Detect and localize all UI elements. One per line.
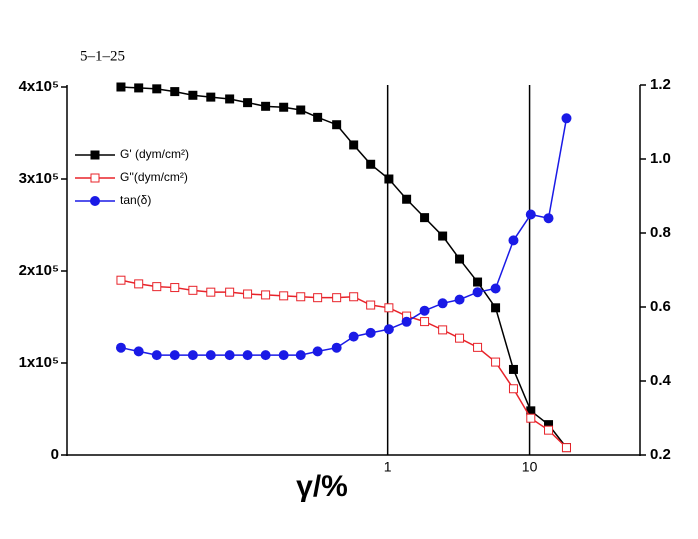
- y2-tick-label: 0.8: [650, 224, 671, 241]
- chart-title: 5–1–25: [80, 48, 125, 64]
- marker: [472, 287, 483, 298]
- marker: [526, 413, 536, 423]
- marker: [384, 174, 394, 184]
- legend-marker: [90, 150, 100, 160]
- marker: [261, 101, 271, 111]
- marker: [332, 120, 342, 130]
- legend-label: tan(δ): [120, 193, 151, 207]
- y2-tick-label: 0.6: [650, 298, 671, 315]
- y-tick-label: 2x10⁵: [19, 262, 59, 279]
- marker: [561, 113, 572, 124]
- marker: [225, 287, 235, 297]
- marker: [473, 342, 483, 352]
- marker: [491, 357, 501, 367]
- marker: [279, 291, 289, 301]
- marker: [312, 346, 323, 357]
- marker: [296, 292, 306, 302]
- marker: [225, 94, 235, 104]
- marker: [115, 342, 126, 353]
- marker: [544, 425, 554, 435]
- y2-tick-label: 0.2: [650, 446, 671, 463]
- series-line: [120, 86, 568, 449]
- marker: [384, 303, 394, 313]
- marker: [313, 112, 323, 122]
- marker: [455, 254, 465, 264]
- x-tick-label: 1: [384, 459, 392, 475]
- marker: [134, 83, 144, 93]
- marker: [261, 290, 271, 300]
- marker: [170, 87, 180, 97]
- legend-marker: [90, 196, 100, 206]
- marker: [454, 294, 465, 305]
- marker: [348, 331, 359, 342]
- marker: [438, 231, 448, 241]
- marker: [278, 350, 289, 361]
- marker: [313, 293, 323, 303]
- y-tick-label: 0: [51, 446, 59, 463]
- marker: [260, 350, 271, 361]
- marker: [508, 235, 519, 246]
- legend-marker: [90, 173, 100, 183]
- legend-label: G' (dym/cm²): [120, 147, 189, 161]
- marker: [420, 317, 430, 327]
- marker: [243, 289, 253, 299]
- marker: [116, 275, 126, 285]
- marker: [224, 350, 235, 361]
- marker: [561, 443, 571, 453]
- marker: [508, 364, 518, 374]
- marker: [401, 316, 412, 327]
- marker: [188, 90, 198, 100]
- marker: [491, 303, 501, 313]
- marker: [437, 298, 448, 309]
- marker: [151, 350, 162, 361]
- marker: [331, 342, 342, 353]
- marker: [152, 84, 162, 94]
- marker: [295, 350, 306, 361]
- marker: [134, 279, 144, 289]
- x-tick-label: 10: [522, 459, 538, 475]
- marker: [490, 283, 501, 294]
- marker: [366, 300, 376, 310]
- x-axis-label: γ/%: [296, 470, 348, 503]
- marker: [455, 333, 465, 343]
- marker: [205, 350, 216, 361]
- y2-tick-label: 1.2: [650, 76, 671, 93]
- marker: [187, 350, 198, 361]
- marker: [152, 282, 162, 292]
- marker: [366, 159, 376, 169]
- marker: [438, 325, 448, 335]
- marker: [133, 346, 144, 357]
- legend-label: G''(dym/cm²): [120, 170, 188, 184]
- y-tick-label: 3x10⁵: [19, 170, 59, 187]
- marker: [188, 285, 198, 295]
- marker: [349, 140, 359, 150]
- marker: [169, 350, 180, 361]
- marker: [383, 324, 394, 335]
- y-tick-label: 1x10⁵: [19, 354, 59, 371]
- marker: [508, 384, 518, 394]
- marker: [206, 92, 216, 102]
- marker: [543, 213, 554, 224]
- marker: [279, 102, 289, 112]
- y2-tick-label: 0.4: [650, 372, 672, 389]
- y-tick-label: 4x10⁵: [19, 78, 59, 95]
- marker: [473, 277, 483, 287]
- marker: [349, 292, 359, 302]
- marker: [419, 305, 430, 316]
- y2-tick-label: 1.0: [650, 150, 671, 167]
- marker: [420, 213, 430, 223]
- marker: [365, 327, 376, 338]
- marker: [402, 194, 412, 204]
- marker: [525, 209, 536, 220]
- marker: [116, 82, 126, 92]
- marker: [242, 350, 253, 361]
- marker: [296, 105, 306, 115]
- marker: [243, 98, 253, 108]
- marker: [206, 287, 216, 297]
- marker: [332, 293, 342, 303]
- marker: [170, 283, 180, 293]
